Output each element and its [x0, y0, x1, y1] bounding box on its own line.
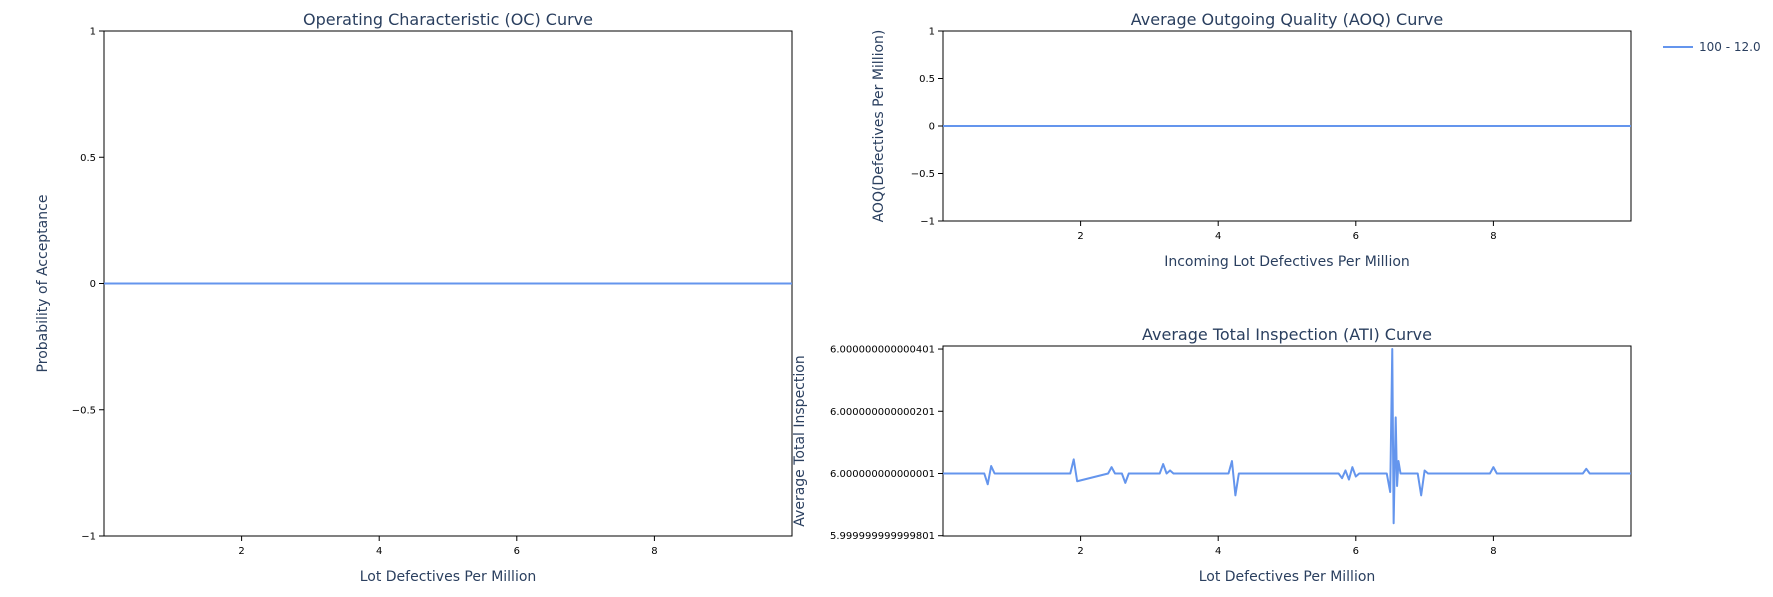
ati-plot-frame: [942, 345, 1632, 537]
aoq-x-axis-label: Incoming Lot Defectives Per Million: [1164, 254, 1410, 270]
oc-x-axis-label: Lot Defectives Per Million: [360, 569, 537, 585]
oc-x-tick-label: 8: [651, 546, 657, 557]
aoq-x-tick-label: 2: [1077, 231, 1083, 242]
ati-y-tick-label: 5.999999999999801: [830, 531, 935, 542]
oc-chart-title: Operating Characteristic (OC) Curve: [303, 10, 593, 29]
legend[interactable]: 100 - 12.0: [1663, 40, 1761, 54]
ati-curve-panel: Average Total Inspection (ATI) Curve Lot …: [792, 325, 1632, 585]
oc-curve-panel: Operating Characteristic (OC) Curve Lot D…: [35, 10, 793, 585]
aoq-x-tick-label: 8: [1490, 231, 1496, 242]
aoq-y-tick-label: 0.5: [919, 74, 935, 85]
aoq-y-tick-label: −0.5: [911, 169, 935, 180]
ati-x-tick-label: 6: [1353, 546, 1359, 557]
aoq-x-tick-label: 4: [1215, 231, 1221, 242]
aoq-y-tick-label: −1: [920, 217, 935, 228]
legend-entry-label: 100 - 12.0: [1699, 40, 1761, 54]
oc-y-tick-label: 0: [90, 279, 96, 290]
oc-x-tick-label: 4: [376, 546, 382, 557]
ati-series-line-0: [943, 348, 1631, 525]
oc-y-tick-label: −0.5: [72, 405, 96, 416]
ati-x-tick-label: 2: [1077, 546, 1083, 557]
ati-x-tick-label: 8: [1490, 546, 1496, 557]
ati-y-tick-label: 6.000000000000201: [830, 407, 935, 418]
ati-y-tick-label: 6.000000000000401: [830, 345, 935, 356]
oc-x-tick-label: 6: [514, 546, 520, 557]
oc-y-tick-label: 1: [90, 27, 96, 38]
ati-y-axis-label: Average Total Inspection: [792, 355, 808, 526]
oc-x-tick-label: 2: [238, 546, 244, 557]
ati-x-tick-label: 4: [1215, 546, 1221, 557]
ati-chart-title: Average Total Inspection (ATI) Curve: [1142, 325, 1432, 344]
ati-x-axis-label: Lot Defectives Per Million: [1199, 569, 1376, 585]
aoq-y-tick-label: 1: [929, 27, 935, 38]
aoq-chart-title: Average Outgoing Quality (AOQ) Curve: [1131, 10, 1443, 29]
aoq-x-tick-label: 6: [1353, 231, 1359, 242]
oc-y-tick-label: 0.5: [80, 153, 96, 164]
aoq-y-axis-label: AOQ(Defectives Per Million): [871, 30, 887, 223]
oc-y-tick-label: −1: [81, 532, 96, 543]
aoq-curve-panel: Average Outgoing Quality (AOQ) Curve Inco…: [871, 10, 1632, 270]
aoq-y-tick-label: 0: [929, 122, 935, 133]
oc-y-axis-label: Probability of Acceptance: [35, 195, 51, 373]
ati-y-tick-label: 6.000000000000001: [830, 469, 935, 480]
